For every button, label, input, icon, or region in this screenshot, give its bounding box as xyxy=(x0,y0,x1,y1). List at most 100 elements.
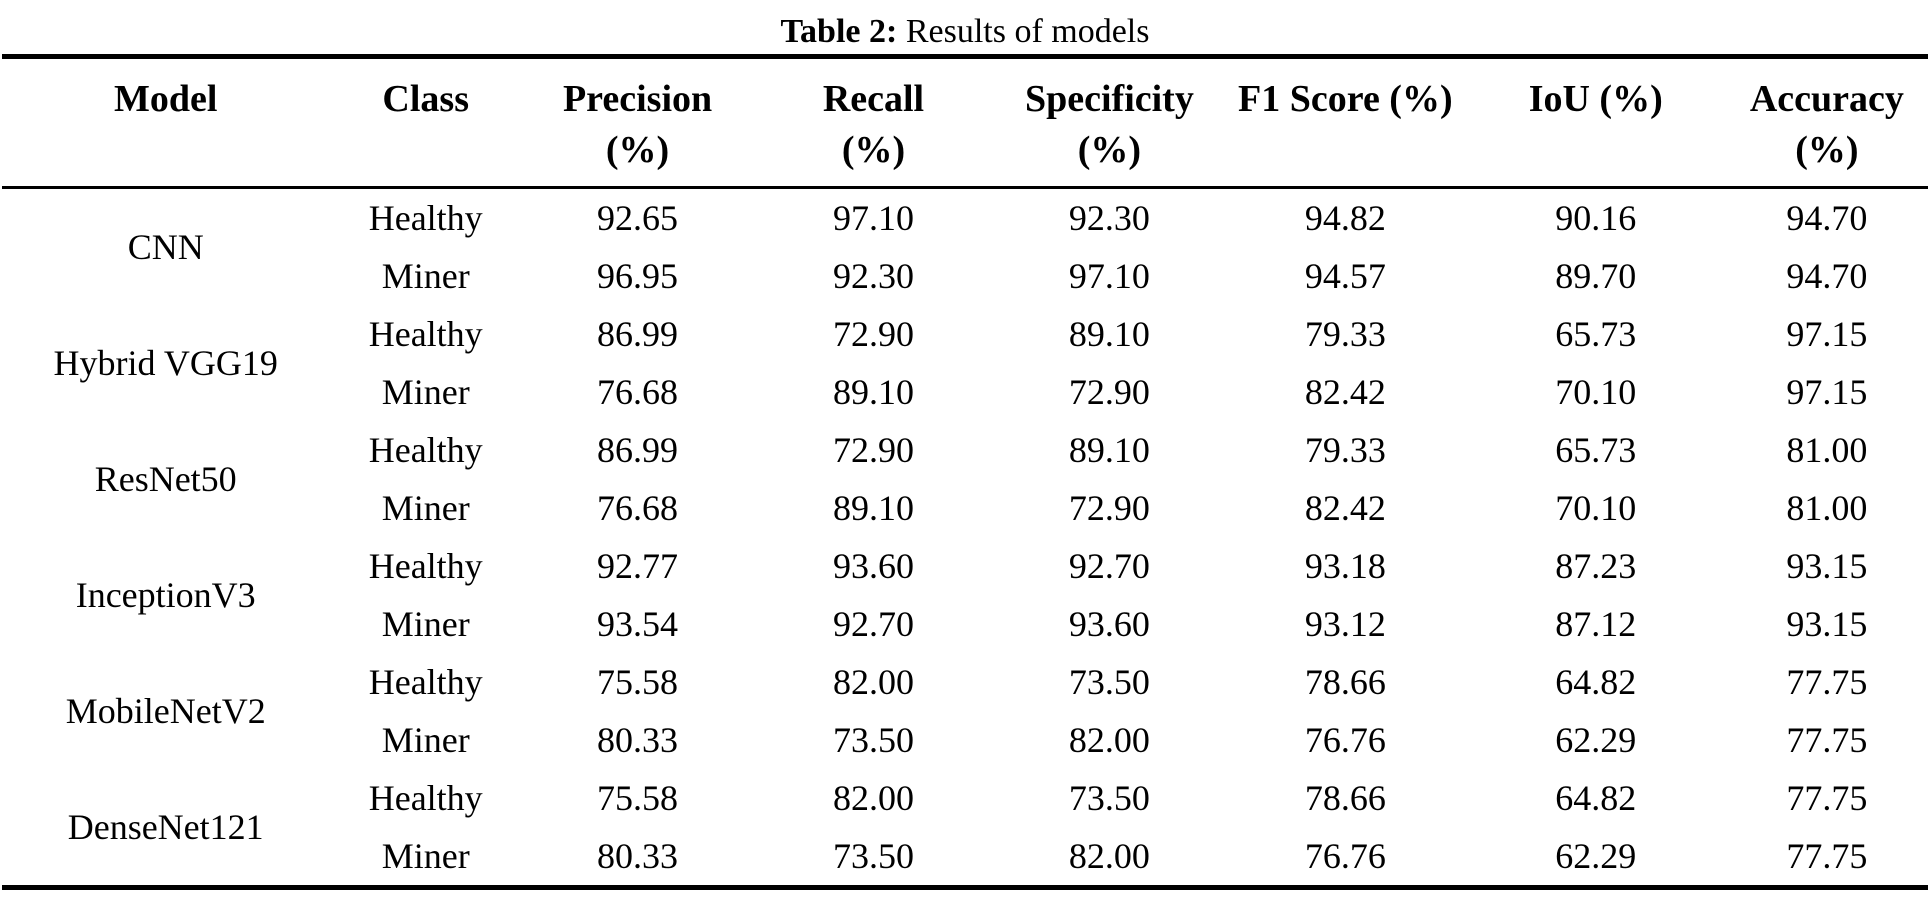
model-name: MobileNetV2 xyxy=(65,690,266,731)
recall-cell: 82.00 xyxy=(832,777,914,818)
col-label: Class xyxy=(382,78,469,120)
col-sub-label xyxy=(1229,128,1462,174)
recall-cell: 89.10 xyxy=(832,371,914,412)
recall-cell: 89.10 xyxy=(832,487,914,528)
specificity-cell: 82.00 xyxy=(1068,719,1150,760)
precision-cell: 75.58 xyxy=(597,777,679,818)
accuracy-cell: 93.15 xyxy=(1786,603,1868,644)
specificity-cell: 73.50 xyxy=(1068,777,1150,818)
class-cell: Healthy xyxy=(368,429,483,470)
table-header: Model Class Precision (%) Recall (%) Spe… xyxy=(2,56,1928,189)
f1-cell: 78.66 xyxy=(1304,777,1386,818)
accuracy-cell: 77.75 xyxy=(1786,661,1868,702)
class-cell: Healthy xyxy=(368,661,483,702)
table-row: Miner 76.68 89.10 72.90 82.42 70.10 97.1… xyxy=(2,363,1928,421)
model-name: InceptionV3 xyxy=(75,574,256,615)
table-body: CNN Healthy 92.65 97.10 92.30 94.82 90.1… xyxy=(2,187,1928,887)
precision-cell: 86.99 xyxy=(597,313,679,354)
accuracy-cell: 97.15 xyxy=(1786,313,1868,354)
iou-cell: 62.29 xyxy=(1555,719,1637,760)
accuracy-cell: 81.00 xyxy=(1786,487,1868,528)
accuracy-cell: 81.00 xyxy=(1786,429,1868,470)
class-cell: Miner xyxy=(381,255,470,296)
specificity-cell: 92.30 xyxy=(1068,197,1150,238)
f1-cell: 76.76 xyxy=(1304,835,1386,876)
col-sub-label: (%) xyxy=(841,128,906,171)
class-cell: Miner xyxy=(381,603,470,644)
accuracy-cell: 93.15 xyxy=(1786,545,1868,586)
f1-cell: 79.33 xyxy=(1304,429,1386,470)
col-label: Accuracy xyxy=(1749,78,1904,120)
col-label: Specificity xyxy=(1024,78,1194,120)
table-row: Miner 96.95 92.30 97.10 94.57 89.70 94.7… xyxy=(2,247,1928,305)
f1-cell: 82.42 xyxy=(1304,371,1386,412)
results-table: Model Class Precision (%) Recall (%) Spe… xyxy=(2,54,1928,890)
table-row: CNN Healthy 92.65 97.10 92.30 94.82 90.1… xyxy=(2,187,1928,267)
iou-cell: 70.10 xyxy=(1555,487,1637,528)
recall-cell: 93.60 xyxy=(832,545,914,586)
class-cell: Healthy xyxy=(368,313,483,354)
col-label: F1 Score (%) xyxy=(1238,78,1453,120)
specificity-cell: 89.10 xyxy=(1068,429,1150,470)
recall-cell: 73.50 xyxy=(832,835,914,876)
precision-cell: 76.68 xyxy=(597,371,679,412)
col-header-specificity: Specificity (%) xyxy=(993,56,1225,189)
class-cell: Miner xyxy=(381,371,470,412)
precision-cell: 80.33 xyxy=(597,835,679,876)
iou-cell: 64.82 xyxy=(1555,777,1637,818)
iou-cell: 89.70 xyxy=(1555,255,1637,296)
table-row: ResNet50 Healthy 86.99 72.90 89.10 79.33… xyxy=(2,421,1928,499)
iou-cell: 87.12 xyxy=(1555,603,1637,644)
col-sub-label xyxy=(1470,128,1722,174)
f1-cell: 93.18 xyxy=(1304,545,1386,586)
col-sub-label: (%) xyxy=(1795,128,1859,171)
table-caption: Table 2: Results of models xyxy=(0,0,1930,54)
col-header-class: Class xyxy=(329,56,522,189)
recall-cell: 97.10 xyxy=(832,197,914,238)
precision-cell: 86.99 xyxy=(597,429,679,470)
precision-cell: 92.77 xyxy=(597,545,679,586)
precision-cell: 75.58 xyxy=(597,661,679,702)
specificity-cell: 82.00 xyxy=(1068,835,1150,876)
iou-cell: 70.10 xyxy=(1555,371,1637,412)
f1-cell: 82.42 xyxy=(1304,487,1386,528)
class-cell: Healthy xyxy=(368,197,483,238)
specificity-cell: 73.50 xyxy=(1068,661,1150,702)
class-cell: Miner xyxy=(381,835,470,876)
class-cell: Healthy xyxy=(368,545,483,586)
specificity-cell: 89.10 xyxy=(1068,313,1150,354)
f1-cell: 76.76 xyxy=(1304,719,1386,760)
precision-cell: 96.95 xyxy=(597,255,679,296)
col-header-model: Model xyxy=(2,56,330,189)
table-row: DenseNet121 Healthy 75.58 82.00 73.50 78… xyxy=(2,769,1928,847)
iou-cell: 87.23 xyxy=(1555,545,1637,586)
table-row: MobileNetV2 Healthy 75.58 82.00 73.50 78… xyxy=(2,653,1928,731)
specificity-cell: 72.90 xyxy=(1068,371,1150,412)
precision-cell: 76.68 xyxy=(597,487,679,528)
col-header-precision: Precision (%) xyxy=(522,56,754,189)
col-label: IoU (%) xyxy=(1528,78,1663,120)
iou-cell: 90.16 xyxy=(1555,197,1637,238)
header-row: Model Class Precision (%) Recall (%) Spe… xyxy=(2,56,1928,189)
recall-cell: 73.50 xyxy=(832,719,914,760)
recall-cell: 72.90 xyxy=(832,313,914,354)
recall-cell: 92.70 xyxy=(832,603,914,644)
col-sub-label xyxy=(333,128,518,174)
table-row: Miner 76.68 89.10 72.90 82.42 70.10 81.0… xyxy=(2,479,1928,537)
accuracy-cell: 97.15 xyxy=(1786,371,1868,412)
f1-cell: 79.33 xyxy=(1304,313,1386,354)
col-header-recall: Recall (%) xyxy=(753,56,994,189)
table-row: Miner 80.33 73.50 82.00 76.76 62.29 77.7… xyxy=(2,827,1928,888)
table-row: Hybrid VGG19 Healthy 86.99 72.90 89.10 7… xyxy=(2,305,1928,383)
table-row: Miner 93.54 92.70 93.60 93.12 87.12 93.1… xyxy=(2,595,1928,653)
col-label: Precision xyxy=(562,78,713,120)
specificity-cell: 93.60 xyxy=(1068,603,1150,644)
model-name: Hybrid VGG19 xyxy=(53,342,278,383)
recall-cell: 82.00 xyxy=(832,661,914,702)
iou-cell: 64.82 xyxy=(1555,661,1637,702)
precision-cell: 92.65 xyxy=(597,197,679,238)
col-header-f1-score: F1 Score (%) xyxy=(1224,56,1466,189)
accuracy-cell: 77.75 xyxy=(1786,835,1868,876)
accuracy-cell: 77.75 xyxy=(1786,777,1868,818)
col-label: Model xyxy=(113,78,218,120)
